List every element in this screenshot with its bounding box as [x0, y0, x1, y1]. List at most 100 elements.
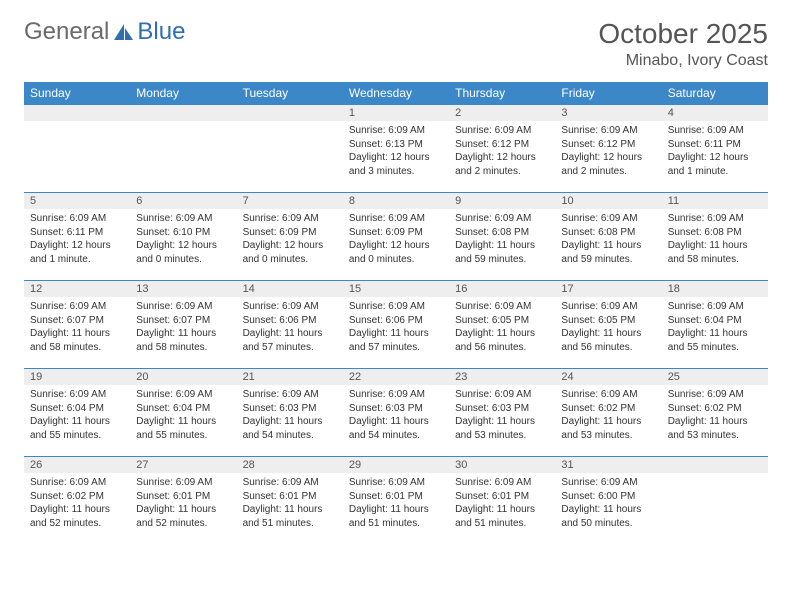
sunset: Sunset: 6:10 PM: [136, 226, 230, 240]
day-number: 9: [449, 193, 555, 209]
calendar-cell: [24, 105, 130, 193]
day-number: 4: [662, 105, 768, 121]
daylight: Daylight: 12 hours and 2 minutes.: [561, 151, 655, 178]
day-details: Sunrise: 6:09 AMSunset: 6:13 PMDaylight:…: [343, 121, 449, 181]
sunrise: Sunrise: 6:09 AM: [455, 300, 549, 314]
day-header-row: SundayMondayTuesdayWednesdayThursdayFrid…: [24, 82, 768, 105]
sunrise: Sunrise: 6:09 AM: [668, 212, 762, 226]
day-number: 8: [343, 193, 449, 209]
day-details: Sunrise: 6:09 AMSunset: 6:10 PMDaylight:…: [130, 209, 236, 269]
day-details: Sunrise: 6:09 AMSunset: 6:07 PMDaylight:…: [24, 297, 130, 357]
calendar-cell: 4Sunrise: 6:09 AMSunset: 6:11 PMDaylight…: [662, 105, 768, 193]
sunrise: Sunrise: 6:09 AM: [349, 476, 443, 490]
calendar-cell: 29Sunrise: 6:09 AMSunset: 6:01 PMDayligh…: [343, 457, 449, 545]
day-number: 25: [662, 369, 768, 385]
sunset: Sunset: 6:13 PM: [349, 138, 443, 152]
daylight: Daylight: 11 hours and 55 minutes.: [30, 415, 124, 442]
daylight: Daylight: 11 hours and 56 minutes.: [561, 327, 655, 354]
calendar-cell: 22Sunrise: 6:09 AMSunset: 6:03 PMDayligh…: [343, 369, 449, 457]
day-details: Sunrise: 6:09 AMSunset: 6:02 PMDaylight:…: [662, 385, 768, 445]
day-number: 22: [343, 369, 449, 385]
day-details: Sunrise: 6:09 AMSunset: 6:09 PMDaylight:…: [237, 209, 343, 269]
daylight: Daylight: 11 hours and 58 minutes.: [668, 239, 762, 266]
day-details: Sunrise: 6:09 AMSunset: 6:06 PMDaylight:…: [343, 297, 449, 357]
day-details: Sunrise: 6:09 AMSunset: 6:03 PMDaylight:…: [343, 385, 449, 445]
day-number: 28: [237, 457, 343, 473]
sunset: Sunset: 6:05 PM: [455, 314, 549, 328]
day-number: 16: [449, 281, 555, 297]
sunrise: Sunrise: 6:09 AM: [561, 124, 655, 138]
calendar-cell: 26Sunrise: 6:09 AMSunset: 6:02 PMDayligh…: [24, 457, 130, 545]
day-details: Sunrise: 6:09 AMSunset: 6:08 PMDaylight:…: [662, 209, 768, 269]
sunrise: Sunrise: 6:09 AM: [30, 476, 124, 490]
calendar-cell: 7Sunrise: 6:09 AMSunset: 6:09 PMDaylight…: [237, 193, 343, 281]
sunset: Sunset: 6:08 PM: [561, 226, 655, 240]
calendar-cell: 11Sunrise: 6:09 AMSunset: 6:08 PMDayligh…: [662, 193, 768, 281]
day-details: Sunrise: 6:09 AMSunset: 6:00 PMDaylight:…: [555, 473, 661, 533]
sunrise: Sunrise: 6:09 AM: [455, 388, 549, 402]
day-details: Sunrise: 6:09 AMSunset: 6:03 PMDaylight:…: [237, 385, 343, 445]
sunset: Sunset: 6:02 PM: [668, 402, 762, 416]
logo-text-1: General: [24, 18, 109, 46]
sunset: Sunset: 6:11 PM: [668, 138, 762, 152]
day-number: 18: [662, 281, 768, 297]
calendar-cell: 3Sunrise: 6:09 AMSunset: 6:12 PMDaylight…: [555, 105, 661, 193]
daylight: Daylight: 11 hours and 58 minutes.: [136, 327, 230, 354]
daylight: Daylight: 12 hours and 0 minutes.: [243, 239, 337, 266]
calendar-week: 19 Sunrise: 6:09 AM Sunset: 6:04 PM Dayligh…: [24, 369, 768, 457]
calendar-cell: 6Sunrise: 6:09 AMSunset: 6:10 PMDaylight…: [130, 193, 236, 281]
calendar-week: 1Sunrise: 6:09 AMSunset: 6:13 PMDaylight…: [24, 105, 768, 193]
sunrise: Sunrise: 6:09 AM: [243, 300, 337, 314]
sunrise: Sunrise: 6:09 AM: [455, 212, 549, 226]
daylight: Daylight: 12 hours and 1 minute.: [668, 151, 762, 178]
sunrise: Sunrise: 6:09 AM: [455, 476, 549, 490]
sunrise: Sunrise: 6:09 AM: [243, 388, 337, 402]
sunrise: Sunrise: 6:09 AM: [349, 388, 443, 402]
sunset: Sunset: 6:03 PM: [243, 402, 337, 416]
day-details: Sunrise: 6:09 AMSunset: 6:07 PMDaylight:…: [130, 297, 236, 357]
title-block: October 2025 Minabo, Ivory Coast: [598, 18, 768, 70]
daylight: Daylight: 12 hours and 1 minute.: [30, 239, 124, 266]
daylight: Daylight: 11 hours and 53 minutes.: [668, 415, 762, 442]
daylight: Daylight: 11 hours and 53 minutes.: [561, 415, 655, 442]
sunset: Sunset: 6:03 PM: [455, 402, 549, 416]
calendar-cell: 8Sunrise: 6:09 AMSunset: 6:09 PMDaylight…: [343, 193, 449, 281]
day-details: Sunrise: 6:09 AMSunset: 6:11 PMDaylight:…: [24, 209, 130, 269]
sunrise: Sunrise: 6:09 AM: [561, 300, 655, 314]
calendar-cell: 20Sunrise: 6:09 AMSunset: 6:04 PMDayligh…: [130, 369, 236, 457]
day-number: 31: [555, 457, 661, 473]
day-header: Friday: [555, 82, 661, 105]
logo-text-2: Blue: [137, 18, 185, 46]
sunset: Sunset: 6:00 PM: [561, 490, 655, 504]
empty-day-header: [662, 457, 768, 473]
sunrise: Sunrise: 6:09 AM: [30, 388, 124, 402]
day-details: Sunrise: 6:09 AMSunset: 6:02 PMDaylight:…: [555, 385, 661, 445]
day-header: Tuesday: [237, 82, 343, 105]
daylight: Daylight: 11 hours and 53 minutes.: [455, 415, 549, 442]
day-details: Sunrise: 6:09 AMSunset: 6:06 PMDaylight:…: [237, 297, 343, 357]
sunrise: Sunrise: 6:09 AM: [349, 124, 443, 138]
sunset: Sunset: 6:01 PM: [349, 490, 443, 504]
sunrise: Sunrise: 6:09 AM: [455, 124, 549, 138]
sunset: Sunset: 6:09 PM: [243, 226, 337, 240]
day-number: 27: [130, 457, 236, 473]
calendar-cell: 15Sunrise: 6:09 AMSunset: 6:06 PMDayligh…: [343, 281, 449, 369]
calendar-cell: 27Sunrise: 6:09 AMSunset: 6:01 PMDayligh…: [130, 457, 236, 545]
page-header: General Blue October 2025 Minabo, Ivory …: [24, 18, 768, 70]
calendar-cell: 2Sunrise: 6:09 AMSunset: 6:12 PMDaylight…: [449, 105, 555, 193]
day-details: Sunrise: 6:09 AMSunset: 6:09 PMDaylight:…: [343, 209, 449, 269]
daylight: Daylight: 12 hours and 3 minutes.: [349, 151, 443, 178]
day-details: Sunrise: 6:09 AMSunset: 6:11 PMDaylight:…: [662, 121, 768, 181]
sunrise: Sunrise: 6:09 AM: [668, 124, 762, 138]
day-number: 29: [343, 457, 449, 473]
logo-sail-icon: [113, 22, 135, 42]
sunrise: Sunrise: 6:09 AM: [136, 476, 230, 490]
calendar-cell: 28Sunrise: 6:09 AMSunset: 6:01 PMDayligh…: [237, 457, 343, 545]
sunrise: Sunrise: 6:09 AM: [136, 300, 230, 314]
sunset: Sunset: 6:04 PM: [136, 402, 230, 416]
day-details: Sunrise: 6:09 AMSunset: 6:12 PMDaylight:…: [449, 121, 555, 181]
sunset: Sunset: 6:04 PM: [668, 314, 762, 328]
day-number: 19: [24, 369, 130, 385]
day-number: 6: [130, 193, 236, 209]
calendar-cell: 23Sunrise: 6:09 AMSunset: 6:03 PMDayligh…: [449, 369, 555, 457]
